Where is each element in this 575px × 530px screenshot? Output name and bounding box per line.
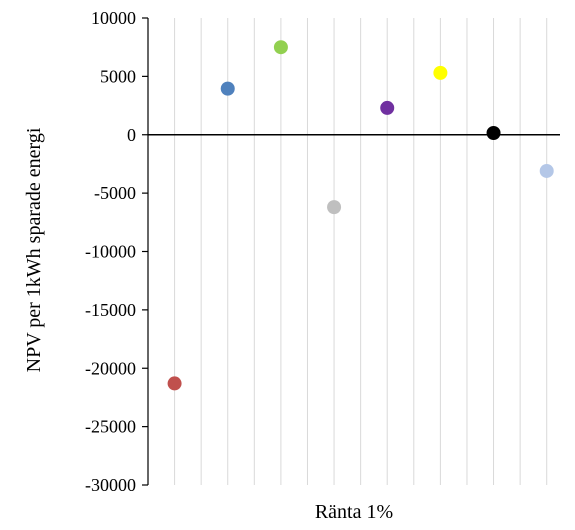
grid-lines <box>174 18 548 485</box>
y-tick-label: 5000 <box>100 66 136 86</box>
y-tick-label: -25000 <box>85 417 136 437</box>
y-tick-label: 0 <box>127 125 136 145</box>
y-axis-title: NPV per 1kWh sparade energi <box>23 127 45 372</box>
data-point <box>167 376 182 391</box>
data-point <box>539 163 554 178</box>
data-point <box>380 100 395 115</box>
data-point <box>220 81 235 96</box>
data-point <box>433 65 448 80</box>
y-tick-labels: 10000 5000 0 -5000 -10000 -15000 -20000 -25000 -… <box>85 8 136 495</box>
data-point <box>273 40 288 55</box>
y-tick-label: -5000 <box>94 183 136 203</box>
data-point <box>327 200 342 215</box>
y-tick-label: -10000 <box>85 242 136 262</box>
y-tick-label: -30000 <box>85 475 136 495</box>
data-point <box>486 125 501 140</box>
y-tick-label: 10000 <box>91 8 136 28</box>
data-points <box>167 40 554 391</box>
x-axis-title: Ränta 1% <box>315 501 393 523</box>
y-tick-label: -15000 <box>85 300 136 320</box>
y-tick-label: -20000 <box>85 358 136 378</box>
axes <box>142 17 560 486</box>
